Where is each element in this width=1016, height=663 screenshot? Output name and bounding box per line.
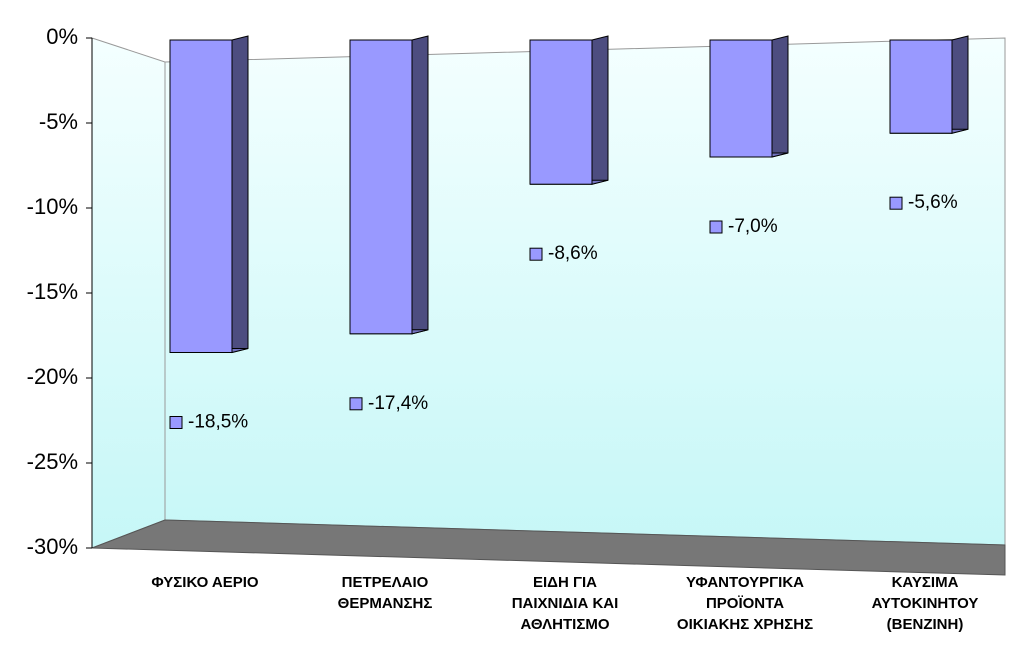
- bar: [529, 39, 593, 185]
- value-label: -8,6%: [548, 243, 598, 264]
- x-tick-label: ΦΥΣΙΚΟ ΑΕΡΙΟ: [151, 574, 259, 591]
- value-label: -7,0%: [728, 216, 778, 237]
- side-wall: [91, 37, 166, 549]
- value-label: -5,6%: [908, 192, 958, 213]
- floor: [91, 519, 1006, 576]
- bar: [709, 39, 773, 158]
- bar: [889, 39, 953, 134]
- x-tick-label: ΕΙΔΗ ΓΙΑ ΠΑΙΧΝΙΔΙΑ ΚΑΙ ΑΘΛΗΤΙΣΜΟ: [511, 574, 619, 633]
- y-tick-label: 0%: [46, 24, 78, 49]
- label-marker: [529, 247, 543, 261]
- y-tick-label: -25%: [27, 449, 78, 474]
- bar-side: [771, 35, 789, 158]
- y-tick-label: -30%: [27, 534, 78, 559]
- label-marker: [709, 220, 723, 234]
- bar-side: [951, 35, 969, 134]
- label-marker: [889, 196, 903, 210]
- y-tick-label: -10%: [27, 194, 78, 219]
- y-tick-label: -15%: [27, 279, 78, 304]
- bar: [349, 39, 413, 335]
- value-label: -18,5%: [188, 412, 248, 433]
- value-label: -17,4%: [368, 393, 428, 414]
- x-tick-label: ΥΦΑΝΤΟΥΡΓΙΚΑ ΠΡΟΪΟΝΤΑ ΟΙΚΙΑΚΗΣ ΧΡΗΣΗΣ: [676, 574, 814, 633]
- y-tick-label: -5%: [39, 109, 78, 134]
- bar-side: [591, 35, 609, 185]
- x-tick-label: ΠΕΤΡΕΛΑΙΟ ΘΕΡΜΑΝΣΗΣ: [337, 574, 433, 612]
- bar: [169, 39, 233, 353]
- y-tick-label: -20%: [27, 364, 78, 389]
- bar-side: [231, 35, 249, 354]
- x-tick-label: ΚΑΥΣΙΜΑ ΑΥΤΟΚΙΝΗΤΟΥ (ΒΕΝΖΙΝΗ): [871, 574, 979, 633]
- label-marker: [349, 397, 363, 411]
- bar-side: [411, 35, 429, 335]
- label-marker: [169, 416, 183, 429]
